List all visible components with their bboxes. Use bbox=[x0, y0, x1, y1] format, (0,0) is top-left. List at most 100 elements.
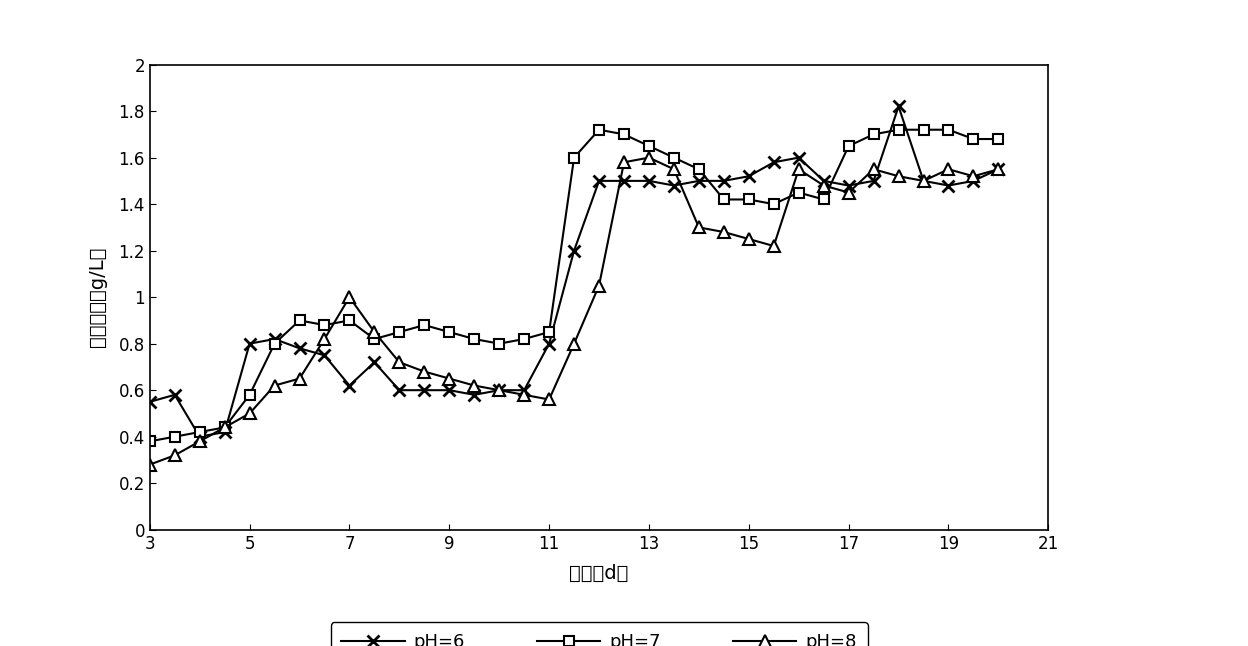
pH=8 bbox=[392, 359, 407, 366]
pH=7 bbox=[891, 126, 906, 134]
pH=7 bbox=[991, 135, 1006, 143]
pH=8 bbox=[267, 382, 282, 390]
pH=8 bbox=[791, 165, 806, 173]
pH=6 bbox=[442, 386, 457, 394]
pH=6 bbox=[567, 247, 582, 255]
pH=8 bbox=[192, 437, 207, 445]
pH=6 bbox=[192, 433, 207, 441]
pH=7 bbox=[367, 335, 382, 343]
pH=6 bbox=[167, 391, 182, 399]
pH=8 bbox=[716, 228, 731, 236]
pH=7 bbox=[567, 154, 582, 162]
pH=8 bbox=[317, 335, 332, 343]
pH=8 bbox=[991, 165, 1006, 173]
pH=8 bbox=[292, 375, 307, 382]
pH=7 bbox=[317, 321, 332, 329]
pH=8 bbox=[941, 165, 956, 173]
pH=8 bbox=[691, 224, 706, 231]
pH=6 bbox=[641, 177, 656, 185]
Line: pH=7: pH=7 bbox=[145, 125, 1003, 446]
pH=8 bbox=[766, 242, 781, 250]
pH=8 bbox=[542, 395, 557, 403]
pH=8 bbox=[467, 382, 482, 390]
pH=8 bbox=[816, 182, 831, 189]
pH=6 bbox=[691, 177, 706, 185]
pH=7 bbox=[142, 437, 157, 445]
pH=6 bbox=[417, 386, 432, 394]
pH=6 bbox=[142, 398, 157, 406]
pH=6 bbox=[467, 391, 482, 399]
pH=8 bbox=[966, 172, 981, 180]
pH=8 bbox=[741, 235, 756, 243]
pH=6 bbox=[242, 340, 257, 348]
pH=6 bbox=[517, 386, 532, 394]
pH=7 bbox=[467, 335, 482, 343]
pH=6 bbox=[941, 182, 956, 189]
pH=7 bbox=[417, 321, 432, 329]
pH=6 bbox=[367, 359, 382, 366]
pH=8 bbox=[442, 375, 457, 382]
pH=8 bbox=[567, 340, 582, 348]
pH=7 bbox=[766, 200, 781, 208]
pH=8 bbox=[641, 154, 656, 162]
pH=7 bbox=[292, 317, 307, 324]
pH=6 bbox=[392, 386, 407, 394]
pH=6 bbox=[217, 428, 232, 436]
pH=8 bbox=[417, 368, 432, 375]
pH=7 bbox=[666, 154, 681, 162]
pH=8 bbox=[916, 177, 931, 185]
pH=8 bbox=[367, 328, 382, 336]
pH=7 bbox=[691, 165, 706, 173]
X-axis label: 时间（d）: 时间（d） bbox=[569, 564, 629, 583]
pH=6 bbox=[492, 386, 507, 394]
pH=8 bbox=[592, 282, 607, 289]
pH=6 bbox=[317, 351, 332, 359]
Legend: pH=6, pH=7, pH=8: pH=6, pH=7, pH=8 bbox=[331, 623, 867, 646]
pH=8 bbox=[142, 461, 157, 468]
pH=7 bbox=[517, 335, 532, 343]
pH=7 bbox=[492, 340, 507, 348]
pH=8 bbox=[492, 386, 507, 394]
pH=7 bbox=[167, 433, 182, 441]
pH=6 bbox=[292, 344, 307, 352]
pH=8 bbox=[242, 410, 257, 417]
pH=6 bbox=[991, 165, 1006, 173]
pH=6 bbox=[966, 177, 981, 185]
pH=7 bbox=[941, 126, 956, 134]
pH=7 bbox=[641, 142, 656, 150]
Line: pH=8: pH=8 bbox=[145, 152, 1003, 470]
pH=8 bbox=[866, 165, 881, 173]
pH=6 bbox=[666, 182, 681, 189]
pH=6 bbox=[542, 340, 557, 348]
pH=7 bbox=[841, 142, 856, 150]
pH=6 bbox=[617, 177, 631, 185]
pH=7 bbox=[816, 196, 831, 203]
pH=7 bbox=[542, 328, 557, 336]
pH=6 bbox=[791, 154, 806, 162]
pH=8 bbox=[666, 165, 681, 173]
pH=8 bbox=[891, 172, 906, 180]
pH=8 bbox=[617, 158, 631, 166]
pH=8 bbox=[167, 452, 182, 459]
pH=6 bbox=[816, 177, 831, 185]
pH=7 bbox=[192, 428, 207, 436]
pH=7 bbox=[217, 424, 232, 432]
pH=7 bbox=[592, 126, 607, 134]
pH=6 bbox=[267, 335, 282, 343]
pH=6 bbox=[766, 158, 781, 166]
pH=7 bbox=[442, 328, 457, 336]
pH=7 bbox=[267, 340, 282, 348]
pH=8 bbox=[342, 293, 357, 301]
pH=7 bbox=[741, 196, 756, 203]
pH=7 bbox=[617, 130, 631, 138]
pH=6 bbox=[841, 182, 856, 189]
pH=6 bbox=[741, 172, 756, 180]
pH=8 bbox=[841, 189, 856, 196]
pH=6 bbox=[916, 177, 931, 185]
pH=7 bbox=[392, 328, 407, 336]
pH=7 bbox=[791, 189, 806, 196]
pH=7 bbox=[716, 196, 731, 203]
pH=8 bbox=[217, 424, 232, 432]
pH=7 bbox=[966, 135, 981, 143]
pH=6 bbox=[716, 177, 731, 185]
